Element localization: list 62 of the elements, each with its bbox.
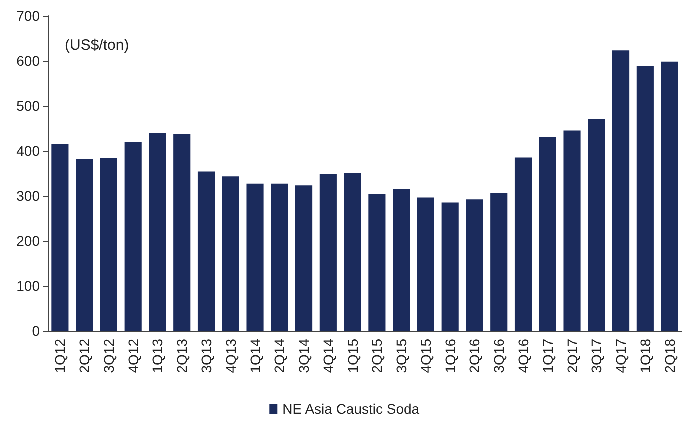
bar (222, 176, 240, 331)
x-tick-label: 1Q15 (344, 338, 361, 374)
x-tick-label: 1Q12 (52, 338, 68, 374)
x-tick-label: 2Q17 (564, 338, 580, 374)
y-tick-label: 0 (32, 323, 40, 339)
bar (344, 173, 362, 331)
x-tick-label: 2Q15 (369, 338, 386, 374)
x-tick-label: 1Q14 (247, 338, 264, 374)
x-tick-label: 1Q16 (442, 338, 458, 374)
bar (100, 158, 118, 331)
x-tick-label: 2Q18 (662, 338, 678, 374)
bar (612, 50, 630, 331)
bar (246, 184, 264, 331)
bar (320, 174, 337, 331)
y-tick-label: 500 (16, 98, 40, 114)
x-tick-label: 3Q17 (588, 338, 605, 374)
x-tick-label: 2Q13 (174, 338, 190, 374)
bar (417, 198, 434, 331)
y-tick-label: 300 (16, 188, 40, 204)
bar (539, 138, 556, 331)
y-tick-label: 400 (16, 143, 40, 159)
bar (124, 142, 142, 331)
x-tick-label: 3Q14 (296, 338, 312, 374)
y-tick-label: 200 (16, 233, 40, 249)
x-tick-label: 1Q18 (637, 338, 654, 374)
bar (564, 130, 581, 331)
x-tick-label: 4Q14 (320, 338, 336, 374)
y-axis-title: (US$/ton) (65, 37, 130, 54)
x-tick-label: 2Q14 (272, 338, 288, 374)
bar (466, 200, 484, 331)
x-tick-label: 4Q12 (125, 338, 142, 374)
x-tick-label: 4Q13 (222, 338, 239, 374)
x-tick-label: 3Q15 (394, 338, 410, 374)
x-tick-label: 1Q17 (540, 338, 556, 374)
x-tick-label: 4Q17 (613, 338, 630, 374)
bar (393, 189, 410, 331)
legend-label: NE Asia Caustic Soda (282, 401, 420, 417)
x-tick-label: 2Q12 (76, 338, 93, 374)
x-tick-label: 2Q16 (466, 338, 483, 374)
y-tick-label: 600 (16, 53, 40, 69)
x-tick-label: 4Q15 (418, 338, 434, 374)
bar (174, 134, 191, 331)
bar (52, 144, 69, 331)
x-tick-label: 4Q16 (516, 338, 532, 374)
x-tick-label: 1Q13 (150, 338, 166, 374)
bar (636, 66, 654, 331)
y-tick-label: 700 (16, 8, 40, 24)
bar (490, 193, 508, 331)
x-tick-label: 3Q13 (198, 338, 214, 374)
bar (271, 184, 288, 331)
bar (149, 133, 166, 331)
bar (514, 158, 532, 331)
bar (368, 194, 386, 331)
bar (661, 62, 678, 331)
bar (588, 120, 606, 331)
bar (442, 202, 459, 331)
bar (296, 186, 313, 331)
x-tick-label: 3Q12 (100, 338, 117, 374)
y-tick-label: 100 (16, 278, 40, 294)
bar (76, 160, 94, 331)
x-tick-label: 3Q16 (491, 338, 508, 374)
bar (198, 172, 216, 331)
